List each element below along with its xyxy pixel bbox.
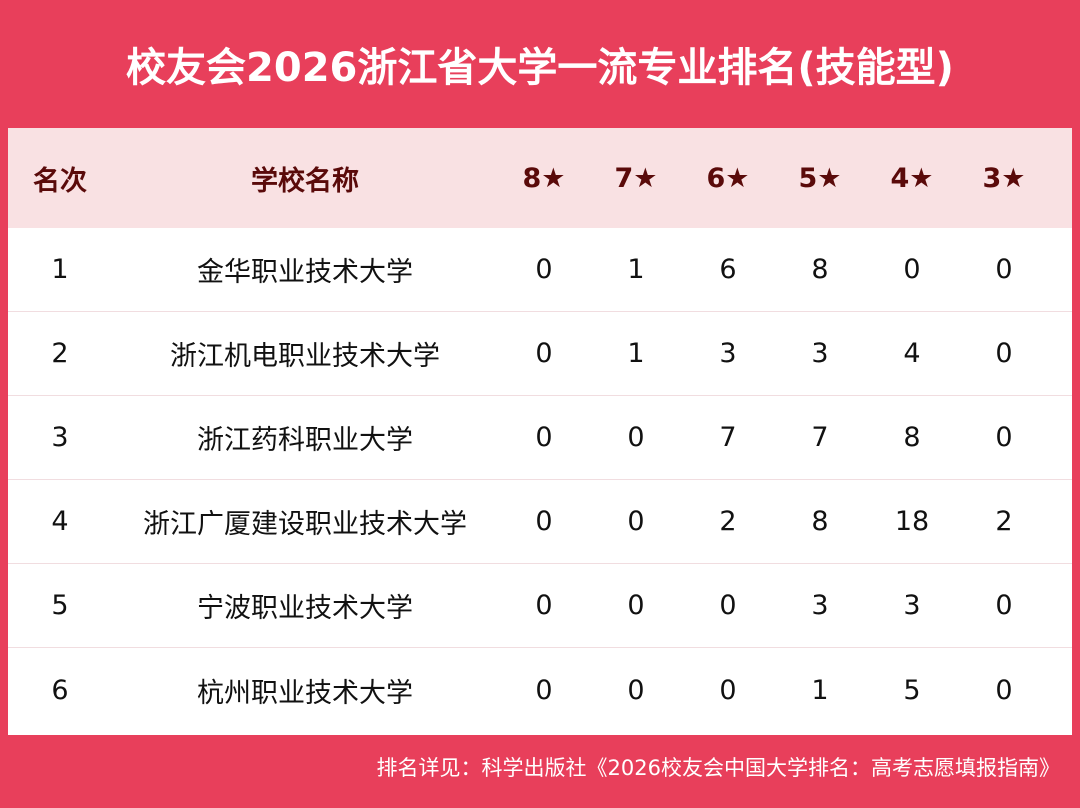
column-header: 6★ — [706, 162, 750, 194]
table-cell: 宁波职业技术大学 — [197, 593, 413, 624]
table-header: 名次 学校名称 8★ 7★ 6★ 5★ 4★ 3★ — [8, 128, 1072, 228]
table-cell: 0 — [535, 254, 553, 285]
table-cell: 5 — [51, 590, 69, 621]
table-cell: 0 — [995, 422, 1013, 453]
table-cell: 3 — [719, 338, 737, 369]
table-cell: 6 — [719, 254, 737, 285]
table-cell: 7 — [811, 422, 829, 453]
table-cell: 0 — [995, 674, 1013, 706]
column-header: 5★ — [798, 162, 842, 194]
column-header: 7★ — [614, 162, 658, 194]
page-title: 校友会2026浙江省大学一流专业排名(技能型) — [126, 45, 954, 91]
table-cell: 18 — [894, 506, 930, 537]
table-cell: 1 — [627, 254, 645, 285]
table-cell: 0 — [903, 254, 921, 285]
table-cell: 浙江广厦建设职业技术大学 — [143, 509, 467, 540]
table-cell: 浙江机电职业技术大学 — [170, 341, 440, 372]
table-cell: 0 — [535, 422, 553, 453]
table-cell: 3 — [811, 590, 829, 621]
table-row: 2 浙江机电职业技术大学 0 1 3 3 4 0 — [8, 312, 1072, 396]
table-cell: 0 — [535, 674, 553, 706]
table-cell: 0 — [719, 674, 737, 706]
column-header: 学校名称 — [251, 165, 359, 197]
table-cell: 杭州职业技术大学 — [197, 677, 413, 709]
table-row: 3 浙江药科职业大学 0 0 7 7 8 0 — [8, 396, 1072, 480]
table-cell: 0 — [535, 590, 553, 621]
ranking-table: 名次 学校名称 8★ 7★ 6★ 5★ 4★ 3★ 1 金华职业技术大学 0 1 6 8 0 0 2 浙江机电职业… — [8, 128, 1072, 735]
table-cell: 0 — [535, 506, 553, 537]
table-cell: 2 — [995, 506, 1013, 537]
table-cell: 2 — [719, 506, 737, 537]
table-cell: 0 — [995, 590, 1013, 621]
column-header: 3★ — [982, 162, 1026, 194]
table-cell: 3 — [903, 590, 921, 621]
table-cell: 8 — [903, 422, 921, 453]
table-row: 1 金华职业技术大学 0 1 6 8 0 0 — [8, 228, 1072, 312]
table-cell: 7 — [719, 422, 737, 453]
column-header: 8★ — [522, 162, 566, 194]
source-note: 排名详见：科学出版社《2026校友会中国大学排名：高考志愿填报指南》 — [376, 756, 1060, 780]
column-header: 4★ — [890, 162, 934, 194]
table-cell: 0 — [627, 590, 645, 621]
column-header: 名次 — [33, 165, 87, 197]
table-row: 5 宁波职业技术大学 0 0 0 3 3 0 — [8, 564, 1072, 648]
table-row: 4 浙江广厦建设职业技术大学 0 0 2 8 18 2 — [8, 480, 1072, 564]
table-cell: 浙江药科职业大学 — [197, 425, 413, 456]
table-cell: 4 — [903, 338, 921, 369]
table-cell: 0 — [995, 338, 1013, 369]
table-cell: 0 — [627, 674, 645, 706]
table-cell: 8 — [811, 506, 829, 537]
table-cell: 5 — [903, 674, 921, 706]
table-cell: 1 — [627, 338, 645, 369]
table-cell: 4 — [51, 506, 69, 537]
table-cell: 3 — [811, 338, 829, 369]
table-cell: 3 — [51, 422, 69, 453]
table-row: 6 杭州职业技术大学 0 0 0 1 5 0 — [8, 648, 1072, 732]
table-cell: 1 — [811, 674, 829, 706]
table-cell: 0 — [627, 506, 645, 537]
table-cell: 0 — [627, 422, 645, 453]
table-cell: 2 — [51, 338, 69, 369]
table-cell: 0 — [719, 590, 737, 621]
table-cell: 6 — [51, 674, 69, 706]
table-cell: 0 — [535, 338, 553, 369]
table-cell: 0 — [995, 254, 1013, 285]
table-cell: 8 — [811, 254, 829, 285]
table-cell: 1 — [51, 254, 69, 285]
table-cell: 金华职业技术大学 — [197, 257, 413, 288]
